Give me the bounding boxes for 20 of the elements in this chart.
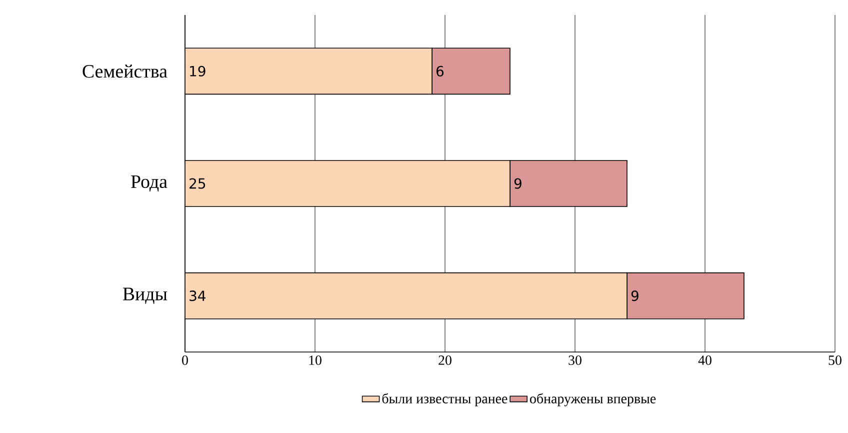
data-label: 9 bbox=[631, 290, 638, 302]
data-label: 34 bbox=[190, 290, 206, 302]
data-label: 6 bbox=[436, 66, 444, 76]
y-tick-label: Рода bbox=[131, 175, 168, 192]
data-label: 19 bbox=[190, 66, 206, 76]
x-tick-label: 40 bbox=[698, 356, 712, 365]
y-tick-label: Семейства bbox=[82, 64, 168, 78]
data-label: 25 bbox=[190, 178, 206, 189]
legend-label: обнаружены впервые bbox=[530, 393, 656, 406]
x-tick-label: 10 bbox=[309, 356, 322, 365]
bar bbox=[185, 160, 510, 207]
legend-label: были известны ранее bbox=[382, 393, 508, 406]
x-tick-label: 0 bbox=[182, 356, 188, 365]
x-tick-label: 20 bbox=[438, 356, 452, 365]
bar bbox=[185, 272, 628, 320]
data-label: 9 bbox=[514, 178, 522, 189]
bar bbox=[185, 48, 432, 95]
y-tick-label: Виды bbox=[122, 288, 168, 304]
x-tick-label: 30 bbox=[568, 356, 582, 365]
x-tick-label: 50 bbox=[828, 356, 842, 365]
